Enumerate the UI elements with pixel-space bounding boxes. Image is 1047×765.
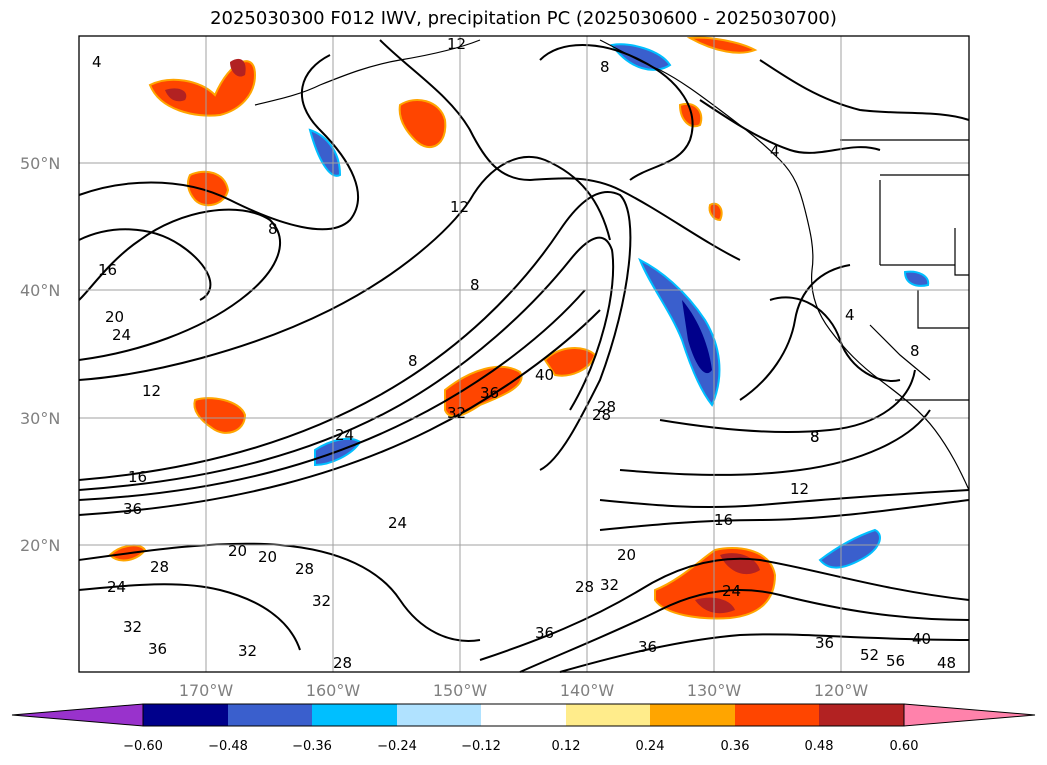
- colorbar-tick-label: 0.36: [721, 739, 750, 754]
- colorbar-tick-label: 0.48: [805, 739, 834, 754]
- graticule: [79, 36, 969, 672]
- contour-label: 20: [228, 542, 247, 560]
- contour-label: 16: [128, 468, 147, 486]
- contour-label: 36: [148, 640, 167, 658]
- contour-label: 28: [592, 406, 611, 424]
- colorbar-segment: [735, 704, 819, 726]
- contour-label: 12: [142, 382, 161, 400]
- lon-label: 170°W: [179, 681, 234, 700]
- contour-label: 56: [886, 652, 905, 670]
- contour-label: 32: [123, 618, 142, 636]
- colorbar-tick-label: −0.24: [377, 739, 417, 754]
- colorbar-segment: [397, 704, 481, 726]
- contour-label: 20: [258, 548, 277, 566]
- contour-label: 24: [112, 326, 131, 344]
- map-background: [79, 36, 969, 672]
- contour-label: 8: [810, 428, 820, 446]
- colorbar-extend-min: [11, 703, 144, 727]
- contour-labels: 4 12 8 4 8 12 8 16 20 24 8 12 8 32 36 40…: [92, 35, 956, 672]
- map-title: 2025030300 F012 IWV, precipitation PC (2…: [210, 8, 837, 29]
- contour-label: 28: [295, 560, 314, 578]
- contour-label: 24: [335, 426, 354, 444]
- coastlines: [254, 39, 970, 491]
- contour-label: 36: [123, 500, 142, 518]
- colorbar: −0.60 −0.48 −0.36 −0.24 −0.12 0.12 0.24 …: [11, 703, 1036, 754]
- longitude-labels: 170°W 160°W 150°W 140°W 130°W 120°W: [179, 681, 869, 700]
- map-frame: [78, 35, 970, 673]
- iwv-contours: [78, 39, 970, 673]
- colorbar-segment: [143, 704, 228, 726]
- colorbar-segment: [481, 704, 566, 726]
- lat-label: 30°N: [20, 409, 60, 428]
- contour-label: 36: [480, 384, 499, 402]
- contour-label: 24: [722, 582, 741, 600]
- contour-label: 4: [770, 142, 780, 160]
- colorbar-segment: [566, 704, 650, 726]
- colorbar-tick-label: −0.48: [208, 739, 248, 754]
- contour-label: 28: [333, 654, 352, 672]
- contour-label: 32: [238, 642, 257, 660]
- colorbar-tick-label: −0.60: [123, 739, 163, 754]
- lat-label: 40°N: [20, 281, 60, 300]
- colorbar-segment: [312, 704, 397, 726]
- colorbar-segment: [819, 704, 904, 726]
- latitude-labels: 50°N 40°N 30°N 20°N: [20, 154, 60, 555]
- contour-label: 24: [388, 514, 407, 532]
- contour-label: 36: [815, 634, 834, 652]
- contour-label: 32: [312, 592, 331, 610]
- colorbar-tick-label: 0.60: [890, 739, 919, 754]
- contour-label: 16: [714, 511, 733, 529]
- colorbar-tick-label: −0.36: [292, 739, 332, 754]
- colorbar-tick-label: −0.12: [461, 739, 501, 754]
- contour-label: 40: [535, 366, 554, 384]
- contour-label: 20: [617, 546, 636, 564]
- contour-label: 8: [408, 352, 418, 370]
- contour-label: 36: [638, 638, 657, 656]
- lat-label: 50°N: [20, 154, 60, 173]
- lon-label: 150°W: [433, 681, 488, 700]
- colorbar-frame: [142, 703, 905, 727]
- lon-label: 120°W: [814, 681, 869, 700]
- contour-label: 24: [107, 578, 126, 596]
- contour-label: 28: [597, 398, 616, 416]
- colorbar-extend-max: [903, 703, 1036, 727]
- contour-label: 52: [860, 646, 879, 664]
- colorbar-tick-label: 0.12: [552, 739, 581, 754]
- colorbar-segment: [650, 704, 735, 726]
- contour-label: 8: [810, 428, 820, 446]
- contour-label: 28: [150, 558, 169, 576]
- lat-label: 20°N: [20, 536, 60, 555]
- colorbar-segment: [228, 704, 312, 726]
- contour-label: 12: [790, 480, 809, 498]
- contour-label: 48: [937, 654, 956, 672]
- map-panel: 4 12 8 4 8 12 8 16 20 24 8 12 8 32 36 40…: [78, 35, 970, 673]
- lon-label: 130°W: [687, 681, 742, 700]
- contour-label: 32: [447, 404, 466, 422]
- contour-label: 20: [105, 308, 124, 326]
- contour-label: 16: [98, 261, 117, 279]
- contour-label: 32: [600, 576, 619, 594]
- precip-shading: [108, 36, 930, 620]
- contour-label: 4: [845, 306, 855, 324]
- lon-label: 160°W: [306, 681, 361, 700]
- contour-label: 12: [447, 35, 466, 53]
- contour-label: 4: [92, 53, 102, 71]
- colorbar-tick-label: 0.24: [636, 739, 665, 754]
- contour-label: 40: [912, 630, 931, 648]
- contour-label: 8: [600, 58, 610, 76]
- contour-label: 36: [535, 624, 554, 642]
- contour-label: 8: [910, 342, 920, 360]
- contour-label: 12: [450, 198, 469, 216]
- contour-label: 8: [470, 276, 480, 294]
- lon-label: 140°W: [560, 681, 615, 700]
- contour-label: 8: [268, 220, 278, 238]
- contour-label: 28: [575, 578, 594, 596]
